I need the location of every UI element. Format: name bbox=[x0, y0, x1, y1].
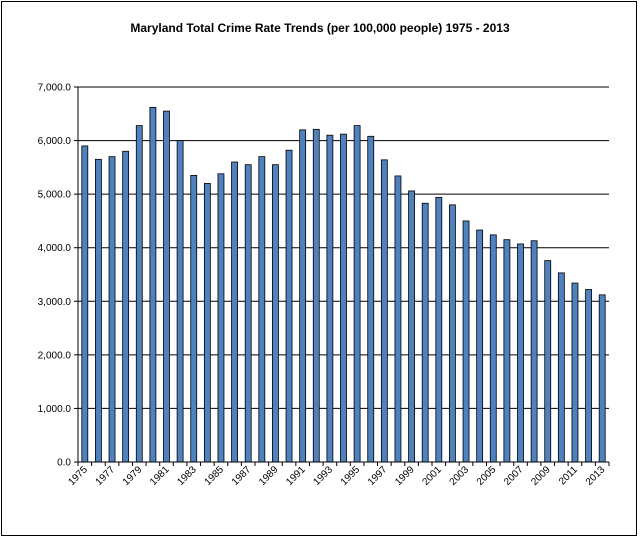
bar-1982 bbox=[176, 140, 184, 463]
y-tick-label: 4,000.0 bbox=[38, 243, 72, 254]
x-tick-label: 2013 bbox=[584, 464, 608, 488]
bar-1980 bbox=[149, 106, 157, 463]
bar-2013 bbox=[598, 294, 606, 463]
y-tick-label: 0.0 bbox=[57, 458, 71, 469]
bar-2000 bbox=[421, 202, 429, 463]
x-tick-label: 1997 bbox=[366, 464, 390, 488]
y-tick-label: 2,000.0 bbox=[38, 350, 72, 361]
bar-1976 bbox=[95, 158, 102, 463]
bar-1994 bbox=[340, 133, 347, 463]
bar-1987 bbox=[244, 164, 252, 463]
bar-2004 bbox=[476, 229, 484, 463]
bar-1975 bbox=[81, 145, 89, 463]
y-tick-label: 5,000.0 bbox=[38, 190, 72, 201]
bar-1989 bbox=[272, 164, 279, 463]
bar-2008 bbox=[530, 240, 538, 463]
bar-1997 bbox=[380, 159, 388, 463]
x-axis-labels: 1975 1977 1979 1981 1983 1985 1987 1989 1991 1993… bbox=[66, 464, 607, 488]
axes bbox=[74, 86, 610, 466]
bar-1985 bbox=[217, 173, 225, 463]
bar-1978 bbox=[122, 150, 130, 463]
bar-1979 bbox=[135, 125, 143, 463]
bar-2001 bbox=[435, 196, 443, 463]
x-tick-label: 1983 bbox=[175, 464, 199, 488]
bar-2012 bbox=[585, 289, 592, 463]
y-tick-label: 1,000.0 bbox=[38, 404, 72, 415]
x-tick-label: 1991 bbox=[284, 464, 308, 488]
bar-1983 bbox=[190, 174, 198, 463]
x-tick-label: 1989 bbox=[257, 464, 281, 488]
x-tick-label: 2009 bbox=[529, 464, 553, 488]
y-tick-label: 7,000.0 bbox=[38, 83, 72, 94]
bar-1996 bbox=[367, 135, 375, 463]
y-tick-label: 6,000.0 bbox=[38, 136, 72, 147]
x-tick-label: 1993 bbox=[311, 464, 335, 488]
bar-1992 bbox=[312, 128, 320, 463]
bar-2006 bbox=[503, 239, 511, 463]
bar-1977 bbox=[108, 156, 116, 463]
x-tick-label: 1985 bbox=[203, 464, 227, 488]
y-tick-label: 3,000.0 bbox=[38, 297, 72, 308]
x-tick-label: 1981 bbox=[148, 464, 172, 488]
x-tick-label: 2003 bbox=[448, 464, 472, 488]
y-axis-labels: 0.0 1,000.0 2,000.0 3,000.0 4,000.0 5,000.0 6,… bbox=[38, 83, 72, 469]
bar-2003 bbox=[462, 220, 470, 463]
x-tick-label: 2007 bbox=[502, 464, 526, 488]
bar-1981 bbox=[163, 110, 170, 463]
bar-2007 bbox=[517, 243, 524, 463]
bar-1988 bbox=[258, 156, 266, 463]
x-tick-label: 1979 bbox=[121, 464, 145, 488]
x-tick-label: 2001 bbox=[420, 464, 444, 488]
bar-1995 bbox=[353, 125, 361, 463]
x-tick-label: 1999 bbox=[393, 464, 417, 488]
bar-1999 bbox=[408, 190, 415, 463]
bar-2011 bbox=[571, 282, 579, 463]
bar-1986 bbox=[231, 161, 238, 463]
chart-title: Maryland Total Crime Rate Trends (per 10… bbox=[130, 21, 510, 35]
bar-1993 bbox=[326, 134, 334, 463]
bar-2009 bbox=[544, 260, 552, 463]
x-tick-label: 2005 bbox=[475, 464, 499, 488]
x-tick-label: 1995 bbox=[339, 464, 363, 488]
bar-1990 bbox=[285, 149, 293, 463]
bar-2005 bbox=[489, 234, 497, 463]
x-tick-label: 1977 bbox=[94, 464, 118, 488]
bar-1998 bbox=[394, 175, 402, 463]
x-tick-label: 1987 bbox=[230, 464, 254, 488]
bar-2002 bbox=[449, 204, 456, 463]
bar-2010 bbox=[557, 272, 565, 463]
bar-1991 bbox=[299, 129, 307, 463]
x-tick-label: 2011 bbox=[557, 464, 580, 487]
bar-1984 bbox=[203, 183, 211, 463]
